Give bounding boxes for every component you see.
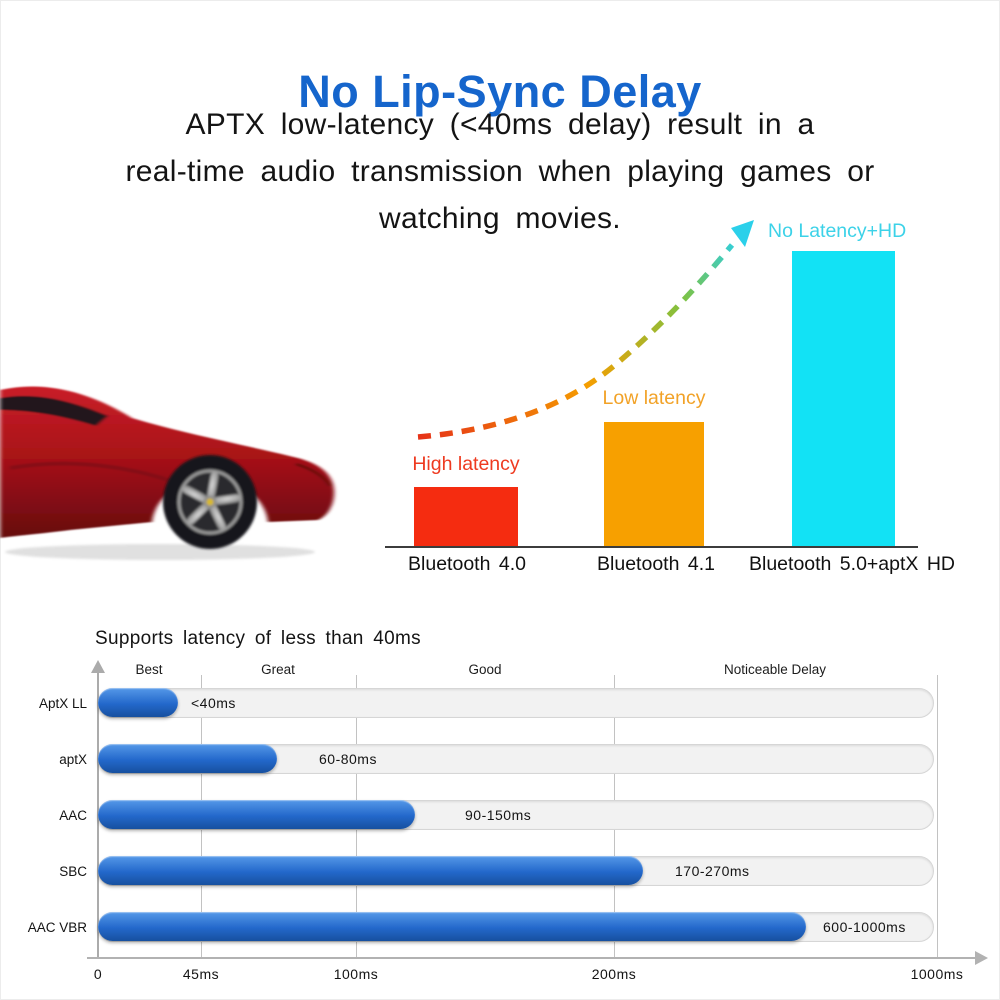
zone-label-noticeable-delay: Noticeable Delay: [723, 662, 827, 677]
codec-label: AAC VBR: [27, 920, 87, 935]
latency-bar: [98, 856, 643, 885]
x-tick-45ms: 45ms: [182, 966, 220, 982]
row-aptx-ll: AptX LL <40ms: [25, 688, 985, 718]
subtitle-line-3: watching movies.: [379, 202, 621, 235]
subtitle-line-1: APTX low-latency (<40ms delay) result in…: [185, 108, 815, 141]
latency-bar: [98, 800, 415, 829]
y-axis-arrow-icon: [91, 660, 105, 673]
latency-value: 170-270ms: [675, 863, 750, 879]
x-tick-1000ms: 1000ms: [910, 966, 964, 982]
row-aac-vbr: AAC VBR 600-1000ms: [25, 912, 985, 942]
codec-label: AptX LL: [38, 696, 87, 711]
latency-bar: [98, 688, 178, 717]
bluetooth-version-latency-chart: High latency Low latency No Latency+HD B…: [380, 215, 980, 595]
front-wheel: [163, 455, 257, 549]
chart2-title: Supports latency of less than 40ms: [95, 628, 421, 649]
zone-label-great: Great: [261, 662, 295, 677]
sports-car-svg: [0, 386, 335, 560]
label-no-latency-hd: No Latency+HD: [768, 220, 907, 242]
latency-track: [98, 688, 934, 718]
x-axis-arrow-icon: [975, 951, 988, 965]
x-tick-0: 0: [93, 966, 103, 982]
latency-value: 90-150ms: [465, 807, 532, 823]
x-tick-100ms: 100ms: [333, 966, 379, 982]
bar-bluetooth-4-1: [604, 422, 704, 546]
label-high-latency: High latency: [412, 453, 520, 475]
zone-label-best: Best: [135, 662, 163, 677]
zone-label-good: Good: [468, 662, 502, 677]
row-sbc: SBC 170-270ms: [25, 856, 985, 886]
latency-value: <40ms: [191, 695, 236, 711]
codec-label: AAC: [59, 808, 87, 823]
gridline-1000ms: [937, 675, 938, 957]
codec-latency-chart: Supports latency of less than 40ms Best …: [25, 622, 988, 997]
subtitle: APTX low-latency (<40ms delay) result in…: [0, 101, 1000, 242]
subtitle-line-2: real-time audio transmission when playin…: [125, 155, 875, 188]
codec-label: aptX: [59, 752, 87, 767]
baseline: [385, 546, 918, 548]
category-bluetooth-4-0: Bluetooth 4.0: [408, 553, 526, 575]
sports-car-image: [0, 372, 340, 570]
row-aac: AAC 90-150ms: [25, 800, 985, 830]
latency-bar: [98, 912, 806, 941]
label-low-latency: Low latency: [602, 387, 706, 409]
x-tick-200ms: 200ms: [591, 966, 637, 982]
x-axis: [87, 957, 977, 959]
bar-bluetooth-5-0: [792, 251, 895, 546]
codec-label: SBC: [59, 864, 87, 879]
latency-value: 60-80ms: [319, 751, 377, 767]
row-aptx: aptX 60-80ms: [25, 744, 985, 774]
latency-value: 600-1000ms: [823, 919, 906, 935]
category-bluetooth-4-1: Bluetooth 4.1: [597, 553, 715, 575]
bar-bluetooth-4-0: [414, 487, 518, 546]
category-bluetooth-5-0: Bluetooth 5.0+aptX HD: [748, 553, 956, 575]
arrow-head-icon: [731, 220, 754, 247]
latency-bar: [98, 744, 277, 773]
trend-arrow-dashed: [417, 220, 754, 440]
page-title: No Lip-Sync Delay: [298, 66, 702, 118]
